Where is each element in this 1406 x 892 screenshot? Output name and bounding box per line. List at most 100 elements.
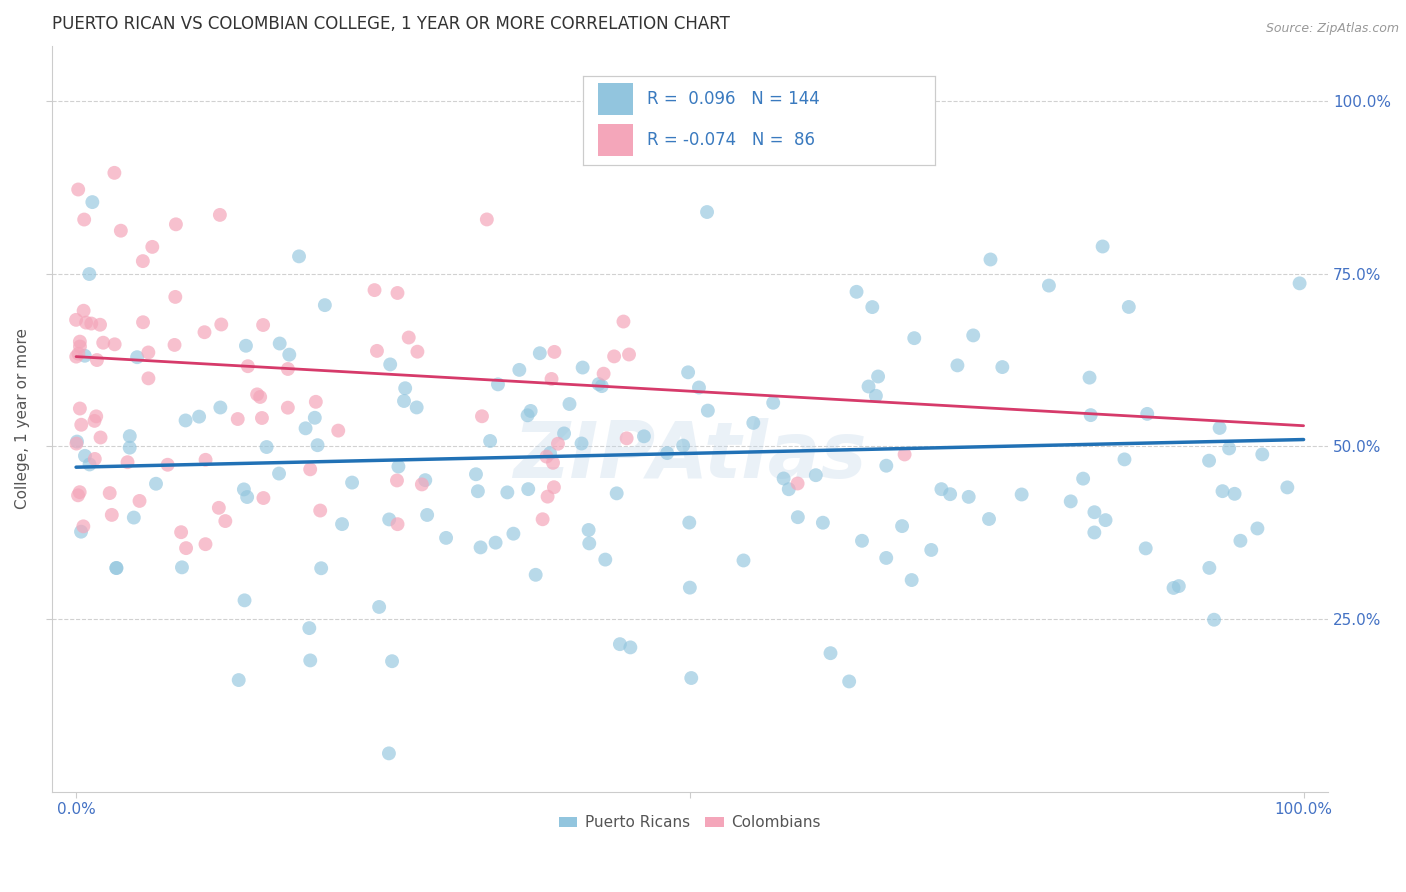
Point xyxy=(117,455,139,469)
Point xyxy=(387,285,409,300)
Point xyxy=(250,411,273,425)
Point xyxy=(1246,521,1268,535)
Point xyxy=(387,459,409,474)
Point xyxy=(688,380,710,394)
Point xyxy=(84,409,107,424)
Point xyxy=(228,673,250,687)
Point xyxy=(1118,300,1140,314)
Point xyxy=(860,300,883,314)
Point xyxy=(104,337,127,351)
Point xyxy=(676,365,699,379)
Point xyxy=(328,424,350,438)
Point xyxy=(558,397,581,411)
Point xyxy=(672,439,695,453)
Point xyxy=(90,430,112,444)
Point xyxy=(1198,561,1220,575)
Point xyxy=(398,330,420,344)
Point xyxy=(378,747,401,761)
Point xyxy=(865,389,887,403)
Point xyxy=(508,363,530,377)
Point xyxy=(517,482,540,496)
Point xyxy=(67,182,90,196)
Point xyxy=(89,318,111,332)
Point xyxy=(875,550,897,565)
Point xyxy=(294,421,316,435)
Point xyxy=(1198,453,1220,467)
Point xyxy=(267,467,290,481)
Text: R =  0.096   N = 144: R = 0.096 N = 144 xyxy=(647,90,820,108)
Point xyxy=(1202,613,1225,627)
Point xyxy=(678,516,700,530)
Point xyxy=(1229,533,1251,548)
Point xyxy=(467,484,489,499)
Point xyxy=(524,567,547,582)
Point xyxy=(465,467,488,482)
Point xyxy=(696,205,718,219)
Point xyxy=(80,317,103,331)
Point xyxy=(733,553,755,567)
Point xyxy=(486,377,509,392)
Point xyxy=(226,412,249,426)
Point xyxy=(105,561,128,575)
Point xyxy=(249,390,271,404)
Point xyxy=(592,367,614,381)
Point xyxy=(127,350,149,364)
Point xyxy=(277,401,299,415)
Point xyxy=(578,523,600,537)
Point xyxy=(991,360,1014,375)
Point xyxy=(65,313,87,327)
Point xyxy=(1167,579,1189,593)
Point xyxy=(633,429,655,443)
Point xyxy=(529,346,551,360)
Point xyxy=(851,533,873,548)
Point xyxy=(519,404,541,418)
Point xyxy=(1078,370,1101,384)
Point xyxy=(1091,239,1114,253)
Point xyxy=(502,526,524,541)
Point xyxy=(772,471,794,485)
Point xyxy=(920,543,942,558)
Point xyxy=(67,488,90,502)
Point xyxy=(1135,541,1157,556)
Point xyxy=(893,447,915,461)
Point xyxy=(588,377,610,392)
Point xyxy=(742,416,765,430)
Point xyxy=(820,646,842,660)
Point xyxy=(811,516,834,530)
Point xyxy=(209,318,232,332)
Point xyxy=(170,560,193,574)
Point xyxy=(194,537,217,551)
Point xyxy=(366,343,388,358)
Point xyxy=(214,514,236,528)
Point xyxy=(188,409,211,424)
Point xyxy=(571,436,593,450)
Point xyxy=(299,462,322,476)
Point xyxy=(1136,407,1159,421)
Point xyxy=(103,166,125,180)
Point xyxy=(145,476,167,491)
Point xyxy=(269,336,291,351)
Point xyxy=(309,561,332,575)
Point xyxy=(69,401,91,416)
Point xyxy=(571,360,593,375)
Point xyxy=(471,409,494,424)
Point xyxy=(138,345,160,359)
Point xyxy=(946,359,969,373)
Point xyxy=(538,446,561,460)
Point xyxy=(413,473,436,487)
Point xyxy=(1211,484,1233,499)
Point xyxy=(118,441,141,455)
Point xyxy=(299,653,322,667)
Point xyxy=(330,517,353,532)
Point xyxy=(75,316,97,330)
Point xyxy=(619,640,641,655)
Point xyxy=(536,450,558,464)
Point xyxy=(1218,442,1240,456)
Point xyxy=(208,500,231,515)
Point xyxy=(82,195,104,210)
Point xyxy=(70,524,93,539)
Point xyxy=(578,536,600,550)
Point xyxy=(547,436,569,450)
Point xyxy=(475,212,498,227)
Point xyxy=(235,339,257,353)
